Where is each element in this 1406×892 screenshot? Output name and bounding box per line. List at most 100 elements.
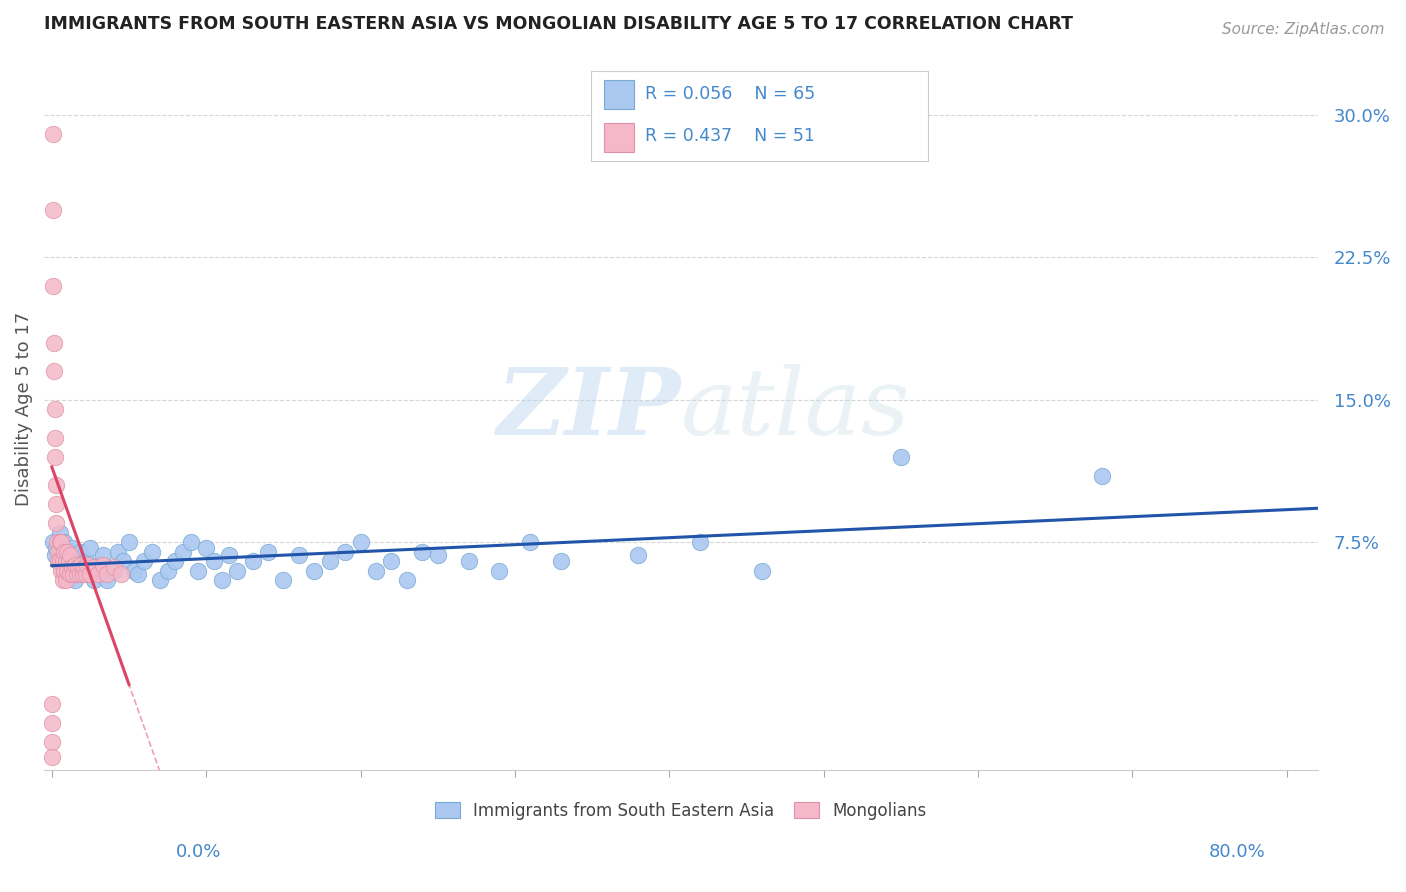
Point: [73, 559, 96, 574]
Point: [59, 549, 82, 563]
Point: [165, 554, 187, 568]
Point: [41, 697, 63, 711]
Point: [318, 554, 340, 568]
Point: [69, 567, 91, 582]
Point: [75, 567, 97, 582]
Point: [55, 554, 77, 568]
Point: [1090, 468, 1112, 483]
Point: [107, 544, 129, 558]
Point: [79, 541, 101, 555]
Point: [127, 567, 149, 582]
Point: [56, 564, 79, 578]
Point: [46, 535, 69, 549]
Point: [60, 541, 83, 555]
Point: [689, 535, 711, 549]
Text: ZIP: ZIP: [496, 364, 681, 454]
Point: [45, 516, 67, 530]
Point: [62, 567, 84, 582]
Point: [83, 573, 105, 587]
Point: [53, 535, 76, 549]
Point: [46, 554, 69, 568]
Point: [59, 567, 82, 582]
Point: [70, 558, 93, 572]
Point: [110, 567, 132, 582]
Point: [52, 573, 75, 587]
Point: [180, 535, 202, 549]
Point: [58, 554, 80, 568]
Point: [41, 127, 63, 141]
Point: [56, 544, 79, 558]
Point: [103, 559, 125, 574]
Point: [91, 558, 114, 572]
Text: IMMIGRANTS FROM SOUTH EASTERN ASIA VS MONGOLIAN DISABILITY AGE 5 TO 17 CORRELATI: IMMIGRANTS FROM SOUTH EASTERN ASIA VS MO…: [44, 15, 1073, 33]
Point: [67, 559, 90, 574]
Point: [304, 564, 326, 578]
Point: [195, 541, 218, 555]
Point: [288, 549, 311, 563]
Point: [87, 567, 110, 582]
Point: [149, 573, 172, 587]
Point: [87, 558, 110, 572]
Point: [627, 549, 650, 563]
Text: R = 0.056    N = 65: R = 0.056 N = 65: [644, 85, 814, 103]
Point: [48, 554, 70, 568]
Point: [488, 564, 510, 578]
Point: [46, 544, 69, 558]
Point: [46, 554, 69, 568]
Point: [333, 544, 356, 558]
Point: [118, 535, 141, 549]
Text: 0.0%: 0.0%: [176, 843, 221, 861]
Bar: [605, 123, 634, 152]
Point: [457, 554, 479, 568]
Point: [53, 544, 76, 558]
Text: atlas: atlas: [681, 364, 910, 454]
Point: [226, 564, 249, 578]
Text: 80.0%: 80.0%: [1209, 843, 1265, 861]
Point: [44, 549, 66, 563]
Point: [41, 715, 63, 730]
Point: [45, 497, 67, 511]
Point: [96, 573, 118, 587]
Point: [172, 544, 194, 558]
Point: [550, 554, 572, 568]
Point: [83, 559, 105, 574]
Point: [122, 564, 145, 578]
Point: [63, 573, 86, 587]
Point: [218, 549, 240, 563]
Point: [65, 567, 87, 582]
Point: [59, 549, 82, 563]
Point: [55, 573, 77, 587]
Point: [72, 567, 94, 582]
Point: [156, 564, 179, 578]
Point: [134, 554, 156, 568]
Point: [79, 567, 101, 582]
Point: [42, 535, 65, 549]
Point: [380, 554, 402, 568]
Point: [42, 278, 65, 293]
Point: [52, 564, 75, 578]
Point: [69, 544, 91, 558]
Point: [242, 554, 264, 568]
Point: [91, 549, 114, 563]
Point: [49, 544, 72, 558]
Point: [75, 554, 97, 568]
Point: [257, 544, 280, 558]
Text: Source: ZipAtlas.com: Source: ZipAtlas.com: [1222, 22, 1385, 37]
Point: [395, 573, 418, 587]
Point: [49, 564, 72, 578]
Point: [63, 558, 86, 572]
Point: [103, 564, 125, 578]
Point: [426, 549, 449, 563]
Point: [60, 559, 83, 574]
Bar: [605, 80, 634, 109]
Point: [96, 567, 118, 582]
Point: [44, 402, 66, 417]
Point: [44, 364, 66, 378]
Point: [45, 478, 67, 492]
Point: [41, 749, 63, 764]
Point: [44, 431, 66, 445]
Point: [48, 525, 70, 540]
Point: [349, 535, 371, 549]
Point: [45, 541, 67, 555]
Point: [411, 544, 433, 558]
